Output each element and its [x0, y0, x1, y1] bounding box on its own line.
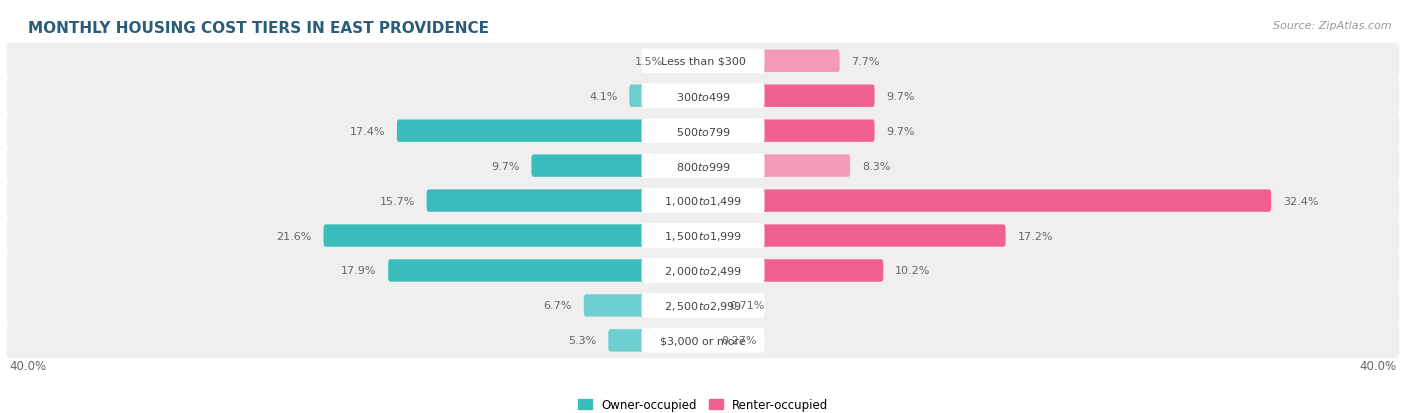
- FancyBboxPatch shape: [641, 224, 765, 248]
- Text: 0.27%: 0.27%: [721, 336, 758, 346]
- FancyBboxPatch shape: [641, 294, 765, 318]
- Text: 9.7%: 9.7%: [491, 161, 520, 171]
- Text: 4.1%: 4.1%: [589, 92, 617, 102]
- FancyBboxPatch shape: [7, 253, 1399, 289]
- FancyBboxPatch shape: [702, 225, 1005, 247]
- FancyBboxPatch shape: [702, 260, 883, 282]
- FancyBboxPatch shape: [7, 183, 1399, 219]
- FancyBboxPatch shape: [7, 288, 1399, 323]
- Text: 5.3%: 5.3%: [568, 336, 596, 346]
- Text: $800 to $999: $800 to $999: [675, 160, 731, 172]
- Text: 6.7%: 6.7%: [544, 301, 572, 311]
- FancyBboxPatch shape: [7, 148, 1399, 184]
- Text: 10.2%: 10.2%: [896, 266, 931, 276]
- Text: 32.4%: 32.4%: [1284, 196, 1319, 206]
- FancyBboxPatch shape: [531, 155, 704, 177]
- FancyBboxPatch shape: [702, 330, 710, 352]
- FancyBboxPatch shape: [641, 84, 765, 109]
- Text: 15.7%: 15.7%: [380, 196, 415, 206]
- Text: Less than $300: Less than $300: [661, 57, 745, 66]
- Text: $500 to $799: $500 to $799: [675, 126, 731, 138]
- FancyBboxPatch shape: [702, 50, 839, 73]
- FancyBboxPatch shape: [641, 189, 765, 213]
- FancyBboxPatch shape: [7, 218, 1399, 254]
- FancyBboxPatch shape: [641, 50, 765, 74]
- FancyBboxPatch shape: [583, 294, 704, 317]
- Text: 9.7%: 9.7%: [886, 92, 915, 102]
- FancyBboxPatch shape: [426, 190, 704, 212]
- Text: 7.7%: 7.7%: [852, 57, 880, 66]
- FancyBboxPatch shape: [641, 259, 765, 283]
- FancyBboxPatch shape: [702, 120, 875, 142]
- FancyBboxPatch shape: [7, 44, 1399, 79]
- Legend: Owner-occupied, Renter-occupied: Owner-occupied, Renter-occupied: [578, 398, 828, 411]
- FancyBboxPatch shape: [7, 114, 1399, 149]
- FancyBboxPatch shape: [702, 85, 875, 108]
- Text: $300 to $499: $300 to $499: [675, 90, 731, 102]
- FancyBboxPatch shape: [702, 190, 1271, 212]
- Text: Source: ZipAtlas.com: Source: ZipAtlas.com: [1274, 21, 1392, 31]
- FancyBboxPatch shape: [702, 294, 717, 317]
- Text: $2,500 to $2,999: $2,500 to $2,999: [664, 299, 742, 312]
- Text: $3,000 or more: $3,000 or more: [661, 336, 745, 346]
- Text: MONTHLY HOUSING COST TIERS IN EAST PROVIDENCE: MONTHLY HOUSING COST TIERS IN EAST PROVI…: [28, 21, 489, 36]
- Text: 40.0%: 40.0%: [1360, 359, 1396, 372]
- Text: $2,000 to $2,499: $2,000 to $2,499: [664, 264, 742, 277]
- FancyBboxPatch shape: [7, 79, 1399, 114]
- FancyBboxPatch shape: [396, 120, 704, 142]
- Text: 9.7%: 9.7%: [886, 126, 915, 136]
- FancyBboxPatch shape: [323, 225, 704, 247]
- FancyBboxPatch shape: [630, 85, 704, 108]
- Text: 1.5%: 1.5%: [634, 57, 662, 66]
- Text: 8.3%: 8.3%: [862, 161, 890, 171]
- FancyBboxPatch shape: [702, 155, 851, 177]
- Text: $1,000 to $1,499: $1,000 to $1,499: [664, 195, 742, 208]
- Text: $1,500 to $1,999: $1,500 to $1,999: [664, 230, 742, 242]
- Text: 40.0%: 40.0%: [10, 359, 46, 372]
- Text: 0.71%: 0.71%: [730, 301, 765, 311]
- Text: 17.4%: 17.4%: [350, 126, 385, 136]
- Text: 17.2%: 17.2%: [1018, 231, 1053, 241]
- FancyBboxPatch shape: [641, 154, 765, 178]
- Text: 17.9%: 17.9%: [340, 266, 377, 276]
- Text: 21.6%: 21.6%: [276, 231, 312, 241]
- FancyBboxPatch shape: [675, 50, 704, 73]
- FancyBboxPatch shape: [641, 119, 765, 144]
- FancyBboxPatch shape: [388, 260, 704, 282]
- FancyBboxPatch shape: [7, 323, 1399, 358]
- FancyBboxPatch shape: [609, 330, 704, 352]
- FancyBboxPatch shape: [641, 328, 765, 353]
